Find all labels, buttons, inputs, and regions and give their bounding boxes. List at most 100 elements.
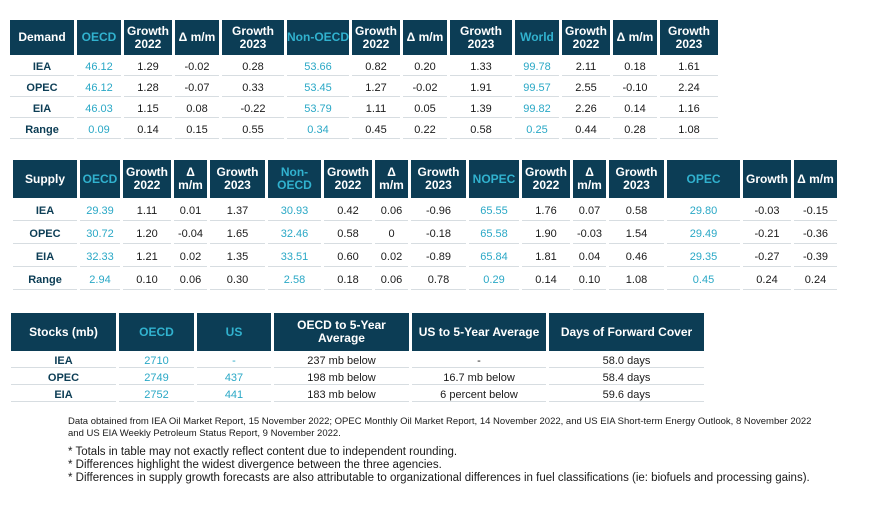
table-cell: -0.15 (794, 201, 837, 221)
table-cell: 29.80 (667, 201, 740, 221)
demand-col-header: Growth 2022 (352, 20, 400, 55)
table-cell: 29.49 (667, 224, 740, 244)
table-cell: 2.24 (660, 79, 718, 97)
table-cell: 0.60 (324, 247, 372, 267)
demand-col-header: World (515, 20, 559, 55)
table-cell: 198 mb below (274, 371, 409, 385)
table-cell: 1.08 (609, 270, 664, 290)
table-cell: -0.02 (403, 79, 447, 97)
table-cell: 0.24 (794, 270, 837, 290)
table-row: OPEC 46.12 1.28 -0.07 0.33 53.45 1.27 -0.02 1.91… (10, 79, 718, 97)
table-cell: -0.07 (175, 79, 219, 97)
table-cell: 2.94 (80, 270, 120, 290)
table-cell: -0.10 (613, 79, 657, 97)
demand-col-header: Demand (10, 20, 74, 55)
table-cell: 2710 (119, 354, 194, 368)
table-cell: 0.18 (324, 270, 372, 290)
table-cell: 237 mb below (274, 354, 409, 368)
table-cell: 183 mb below (274, 388, 409, 402)
table-cell: -0.89 (411, 247, 466, 267)
table-cell: -0.03 (743, 201, 791, 221)
table-cell: 0.55 (222, 121, 284, 139)
supply-col-header: Δ m/m (174, 160, 207, 198)
table-cell: 29.35 (667, 247, 740, 267)
table-cell: -0.36 (794, 224, 837, 244)
table-cell: 0.33 (222, 79, 284, 97)
supply-col-header: Non-OECD (268, 160, 321, 198)
table-cell: 58.0 days (549, 354, 704, 368)
table-cell: -0.04 (174, 224, 207, 244)
row-label: EIA (13, 247, 77, 267)
supply-col-header: Growth 2023 (609, 160, 664, 198)
table-cell: 1.90 (522, 224, 570, 244)
table-cell: 0.45 (352, 121, 400, 139)
supply-col-header: Growth 2023 (210, 160, 265, 198)
stocks-col-header: OECD to 5-Year Average (274, 313, 409, 351)
table-cell: 2.55 (562, 79, 610, 97)
table-cell: 0.29 (469, 270, 519, 290)
supply-col-header: Δ m/m (573, 160, 606, 198)
table-cell: 0.28 (222, 58, 284, 76)
table-cell: 0.09 (77, 121, 121, 139)
table-cell: 1.76 (522, 201, 570, 221)
table-cell: 32.46 (268, 224, 321, 244)
table-cell: 0.30 (210, 270, 265, 290)
table-cell: 0.06 (375, 270, 408, 290)
footnotes: * Totals in table may not exactly reflec… (68, 446, 828, 485)
table-cell: 0.78 (411, 270, 466, 290)
stocks-col-header: Days of Forward Cover (549, 313, 704, 351)
table-cell: 1.29 (124, 58, 172, 76)
table-cell: 0 (375, 224, 408, 244)
demand-col-header: Growth 2022 (562, 20, 610, 55)
table-cell: 29.39 (80, 201, 120, 221)
table-cell: 441 (197, 388, 271, 402)
table-cell: 1.11 (123, 201, 171, 221)
table-cell: 1.33 (450, 58, 512, 76)
row-label: IEA (10, 58, 74, 76)
table-row: Range 2.94 0.10 0.06 0.30 2.58 0.18 0.06 0.78 0.2… (13, 270, 837, 290)
stocks-col-header: US (197, 313, 271, 351)
table-cell: 0.04 (573, 247, 606, 267)
supply-col-header: Δ m/m (375, 160, 408, 198)
supply-header-row: Supply OECD Growth 2022 Δ m/m Growth 2023 Non… (13, 160, 837, 198)
table-cell: 0.08 (175, 100, 219, 118)
table-cell: 16.7 mb below (412, 371, 546, 385)
supply-col-header: Growth 2023 (411, 160, 466, 198)
table-cell: 0.14 (124, 121, 172, 139)
footnote: * Differences highlight the widest diver… (68, 459, 442, 471)
row-label: EIA (10, 100, 74, 118)
supply-col-header: Supply (13, 160, 77, 198)
table-cell: 1.20 (123, 224, 171, 244)
table-cell: -0.03 (573, 224, 606, 244)
demand-col-header: Non-OECD (287, 20, 349, 55)
table-cell: 0.14 (522, 270, 570, 290)
table-cell: - (197, 354, 271, 368)
table-cell: 1.61 (660, 58, 718, 76)
stocks-body: IEA 2710-237 mb below -58.0 days OPEC 2749 43… (11, 354, 704, 402)
table-cell: 1.08 (660, 121, 718, 139)
table-cell: 46.12 (77, 58, 121, 76)
table-cell: 0.06 (174, 270, 207, 290)
table-cell: 99.78 (515, 58, 559, 76)
demand-col-header: Growth 2023 (222, 20, 284, 55)
table-cell: 0.45 (667, 270, 740, 290)
row-label: Range (10, 121, 74, 139)
table-cell: 0.18 (613, 58, 657, 76)
table-cell: 0.15 (175, 121, 219, 139)
table-cell: 0.10 (123, 270, 171, 290)
table-cell: 1.27 (352, 79, 400, 97)
table-cell: 30.93 (268, 201, 321, 221)
supply-col-header: OPEC (667, 160, 740, 198)
table-cell: -0.27 (743, 247, 791, 267)
table-cell: 0.06 (375, 201, 408, 221)
table-cell: 1.11 (352, 100, 400, 118)
table-row: IEA 46.12 1.29 -0.02 0.28 53.66 0.82 0.20 1.33 99… (10, 58, 718, 76)
table-cell: 59.6 days (549, 388, 704, 402)
row-label: OPEC (10, 79, 74, 97)
table-cell: 0.10 (573, 270, 606, 290)
table-cell: 1.81 (522, 247, 570, 267)
supply-body: IEA 29.39 1.11 0.01 1.37 30.93 0.42 0.06 -0.96 65… (13, 201, 837, 290)
table-cell: 1.65 (210, 224, 265, 244)
row-label: EIA (11, 388, 116, 402)
demand-col-header: Δ m/m (613, 20, 657, 55)
